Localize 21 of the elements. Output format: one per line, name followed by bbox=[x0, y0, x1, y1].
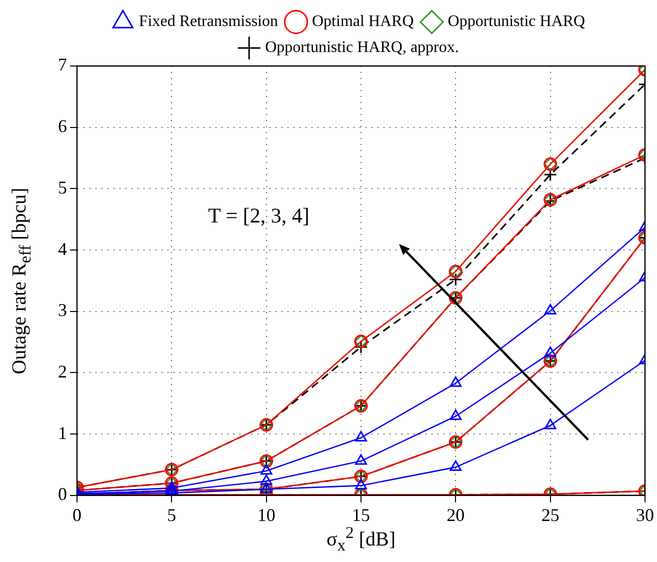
legend-label: Optimal HARQ bbox=[312, 13, 414, 30]
x-tick-label: 30 bbox=[636, 504, 654, 525]
x-axis-title: σ$_{x}$$^{2}$ [dB] bbox=[326, 523, 396, 556]
y-tick-label: 7 bbox=[58, 54, 67, 75]
y-tick-label: 0 bbox=[58, 484, 67, 504]
x-tick-label: 0 bbox=[72, 504, 82, 525]
y-tick-label: 4 bbox=[58, 238, 67, 259]
x-tick-label: 10 bbox=[257, 504, 276, 525]
legend-label: Opportunistic HARQ, approx. bbox=[265, 39, 459, 56]
legend-label: Opportunistic HARQ bbox=[448, 13, 586, 30]
x-tick-label: 25 bbox=[541, 504, 560, 525]
y-tick-label: 5 bbox=[58, 177, 67, 198]
legend-label: Fixed Retransmission bbox=[138, 13, 278, 30]
y-tick-label: 2 bbox=[58, 361, 67, 382]
y-tick-label: 1 bbox=[58, 422, 67, 443]
x-tick-label: 15 bbox=[352, 504, 370, 525]
y-tick-label: 3 bbox=[58, 300, 67, 320]
x-tick-label: 5 bbox=[167, 504, 176, 525]
x-tick-label: 20 bbox=[446, 504, 465, 525]
y-tick-label: 6 bbox=[58, 116, 67, 136]
annotation: T = [2, 3, 4] bbox=[208, 204, 310, 229]
